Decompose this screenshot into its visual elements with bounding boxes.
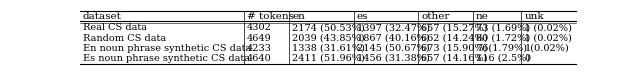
- Text: 2145 (50.67%): 2145 (50.67%): [356, 44, 429, 53]
- Text: 4649: 4649: [246, 34, 271, 43]
- Text: 4640: 4640: [246, 54, 271, 63]
- Text: 2411 (51.96%): 2411 (51.96%): [292, 54, 365, 63]
- Text: 1(0.02%): 1(0.02%): [524, 44, 569, 53]
- Text: 1 (0.02%): 1 (0.02%): [524, 23, 572, 32]
- Text: 1456 (31.38%): 1456 (31.38%): [356, 54, 429, 63]
- Text: 657 (14.16%): 657 (14.16%): [421, 54, 488, 63]
- Text: unk: unk: [524, 12, 544, 21]
- Text: dataset: dataset: [83, 12, 122, 21]
- Text: 2174 (50.53%): 2174 (50.53%): [292, 23, 365, 32]
- Text: 73 (1.69%): 73 (1.69%): [476, 23, 530, 32]
- Text: 76(1.79%): 76(1.79%): [476, 44, 527, 53]
- Text: 1867 (40.16%): 1867 (40.16%): [356, 34, 429, 43]
- Text: 1 (0.02%): 1 (0.02%): [524, 34, 572, 43]
- Text: 2039 (43.85%): 2039 (43.85%): [292, 34, 365, 43]
- Text: 1338 (31.61%): 1338 (31.61%): [292, 44, 365, 53]
- Text: en: en: [292, 12, 305, 21]
- Text: ne: ne: [476, 12, 489, 21]
- Text: 80 (1.72%): 80 (1.72%): [476, 34, 530, 43]
- Text: Random CS data: Random CS data: [83, 34, 166, 43]
- Text: 657 (15.27%): 657 (15.27%): [421, 23, 488, 32]
- Text: 4302: 4302: [246, 23, 271, 32]
- Text: 673 (15.90%): 673 (15.90%): [421, 44, 488, 53]
- Text: 662 (14.24%): 662 (14.24%): [421, 34, 488, 43]
- Text: Real CS data: Real CS data: [83, 23, 147, 32]
- Text: 0: 0: [524, 54, 531, 63]
- Text: # tokens: # tokens: [246, 12, 294, 21]
- Text: En noun phrase synthetic CS data: En noun phrase synthetic CS data: [83, 44, 252, 53]
- Text: 116 (2.5%): 116 (2.5%): [476, 54, 530, 63]
- Text: es: es: [356, 12, 368, 21]
- Text: Es noun phrase synthetic CS data: Es noun phrase synthetic CS data: [83, 54, 250, 63]
- Text: 4233: 4233: [246, 44, 271, 53]
- Text: other: other: [421, 12, 450, 21]
- Text: 1397 (32.47%): 1397 (32.47%): [356, 23, 430, 32]
